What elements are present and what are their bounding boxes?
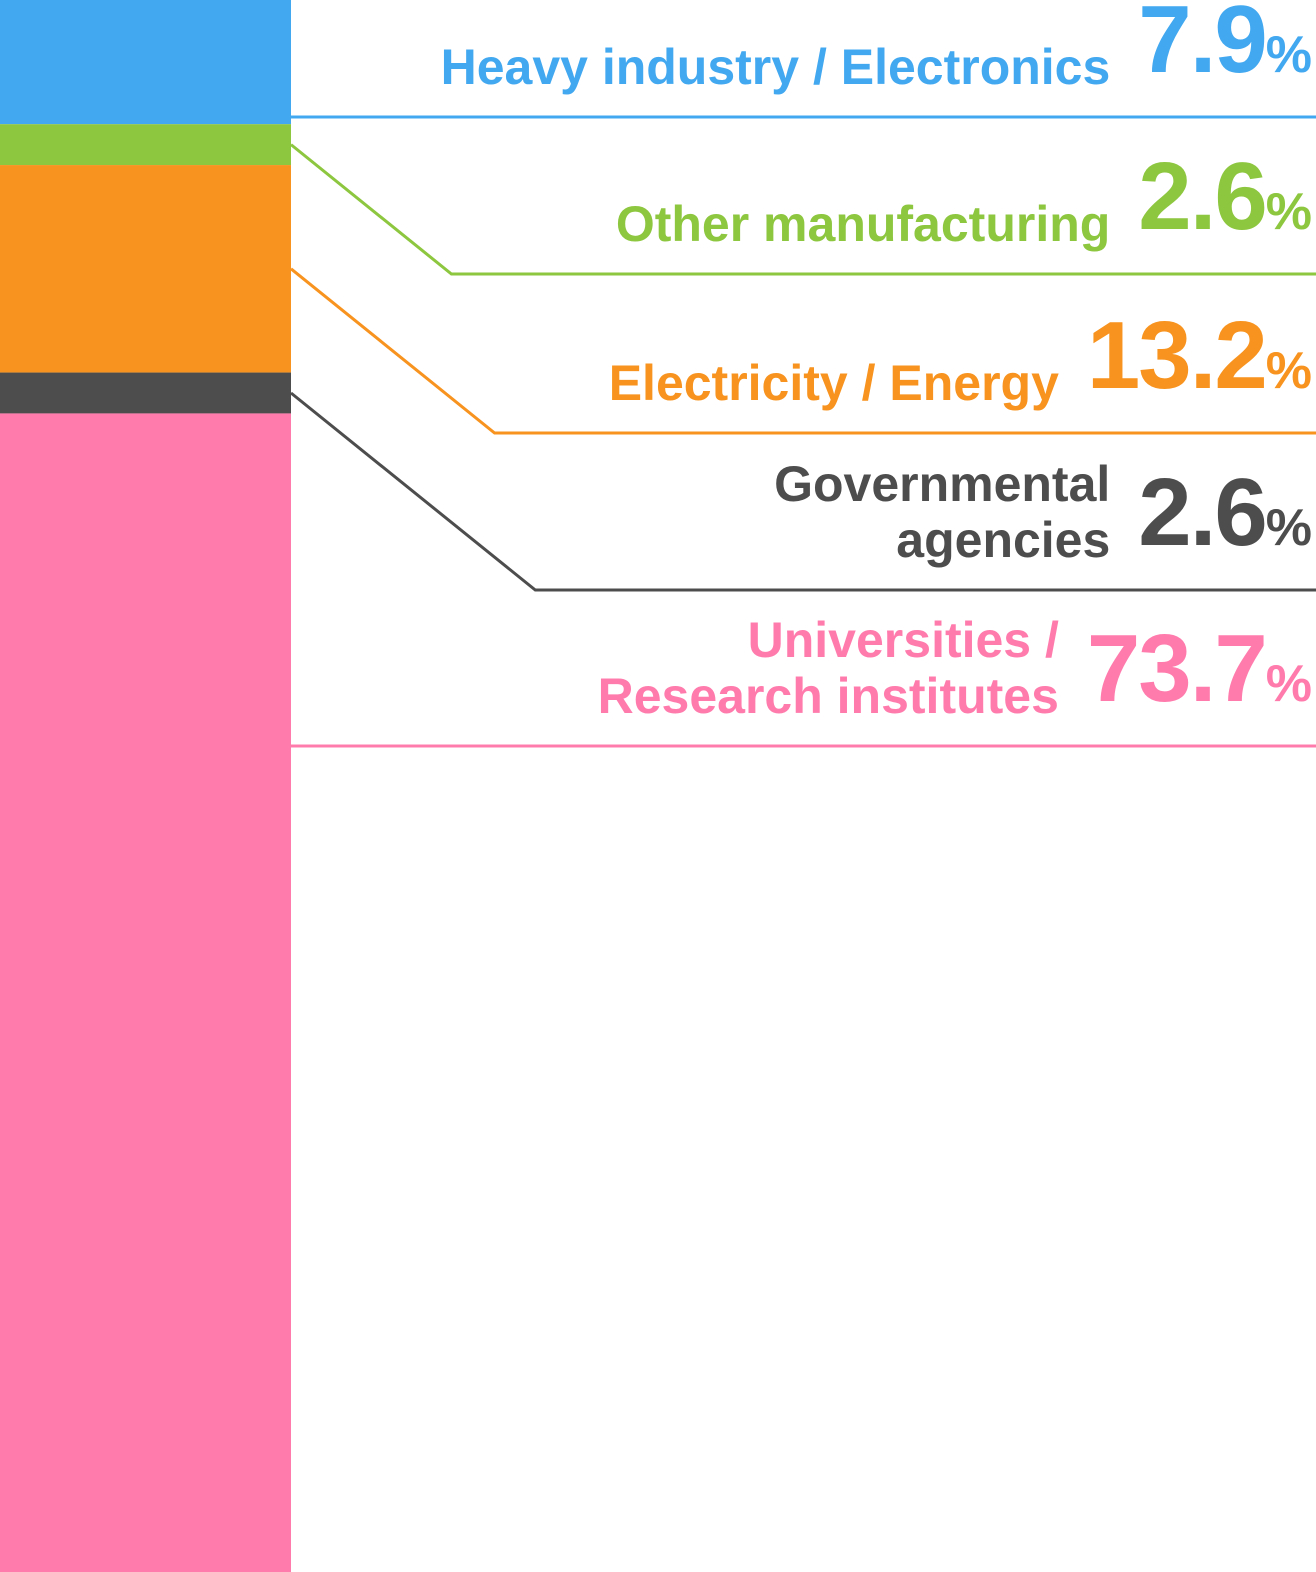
label: Governmental agencies 2.6%	[730, 456, 1312, 576]
category-label: Other manufacturing	[615, 196, 1111, 252]
label: Heavy industry / Electronics 7.9%	[440, 0, 1312, 103]
value-label: 13.2%	[1086, 302, 1312, 409]
value-label: 7.9%	[1138, 0, 1312, 93]
category-label: Electricity / Energy	[608, 355, 1059, 411]
leader-line	[290, 143, 1316, 276]
label: Universities / Research institutes 73.7%	[539, 612, 1312, 732]
bar-segment	[0, 165, 291, 373]
category-label: Governmental agencies	[774, 456, 1111, 568]
label: Other manufacturing 2.6%	[615, 143, 1312, 260]
bar-segment	[0, 124, 291, 166]
value-label: 2.6%	[1138, 459, 1312, 566]
value-label: 73.7%	[1086, 615, 1312, 722]
label: Electricity / Energy 13.2%	[608, 302, 1312, 419]
bar-segment	[0, 413, 291, 1572]
leader-line	[290, 391, 1316, 592]
category-label: Heavy industry / Electronics	[440, 39, 1111, 95]
bar-segment	[0, 0, 291, 125]
value-label: 2.6%	[1138, 143, 1312, 250]
bar-segment	[0, 372, 291, 414]
leader-line	[290, 267, 1316, 435]
category-label: Universities / Research institutes	[597, 612, 1059, 724]
